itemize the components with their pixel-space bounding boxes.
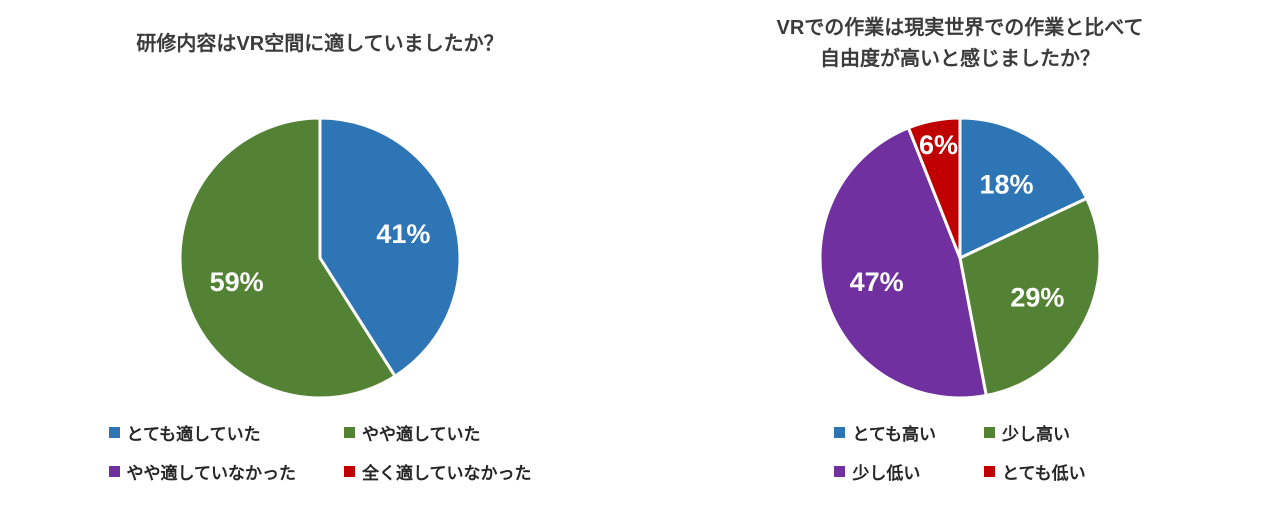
pie-slice-2 [818, 126, 988, 400]
legend: とても高い 少し高い少し低い とても低い [834, 420, 1086, 484]
legend-swatch-icon [344, 466, 355, 477]
legend-swatch-icon [108, 427, 120, 438]
legend-item-1: 少し高い [984, 420, 1086, 445]
legend-label: やや適していた [362, 425, 481, 444]
pie-slice-3 [906, 116, 962, 260]
legend-item-3: とても低い [984, 459, 1086, 484]
legend-label: とても適していた [126, 425, 261, 444]
pie-chart: 41% 59% [178, 116, 462, 400]
pie-slice-1 [178, 116, 397, 400]
legend-item-0: とても適していた [108, 420, 297, 445]
legend-swatch-icon [984, 466, 995, 477]
legend-item-0: とても高い [834, 420, 936, 445]
legend-swatch-icon [834, 466, 846, 477]
pie-slice-0 [958, 116, 1089, 260]
legend-label: とても低い [1002, 464, 1086, 483]
legend-swatch-icon [834, 427, 846, 438]
legend-swatch-icon [984, 427, 995, 438]
legend-swatch-icon [344, 427, 355, 438]
chart-title: 研修内容はVR空間に適していましたか？ [136, 32, 504, 55]
chart-vr-freedom: VRでの作業は現実世界での作業と比べて 自由度が高いと感じましたか？ 18% 29… [640, 0, 1280, 523]
legend: とても適していた やや適していたやや適していなかった 全く適していなかった [108, 420, 532, 484]
pie-data-label: 47% [850, 267, 904, 297]
pie-data-label: 29% [1010, 282, 1064, 312]
chart-title-area: VRでの作業は現実世界での作業と比べて 自由度が高いと感じましたか？ [640, 0, 1280, 88]
legend-label: 全く適していなかった [362, 464, 532, 483]
chart-title: VRでの作業は現実世界での作業と比べて 自由度が高いと感じましたか？ [776, 17, 1144, 70]
legend-item-1: やや適していた [344, 420, 532, 445]
legend-label: 少し低い [852, 464, 921, 483]
legend-label: とても高い [852, 425, 936, 444]
chart-title-area: 研修内容はVR空間に適していましたか？ [0, 0, 640, 88]
legend-label: やや適していなかった [126, 464, 297, 483]
legend-item-2: 少し低い [834, 459, 936, 484]
legend-swatch-icon [108, 466, 120, 477]
legend-item-2: やや適していなかった [108, 459, 297, 484]
pie-data-label: 59% [210, 267, 264, 297]
pie-data-label: 18% [979, 170, 1033, 200]
pie-slice-1 [958, 196, 1102, 398]
legend-item-3: 全く適していなかった [344, 459, 532, 484]
legend-label: 少し高い [1002, 425, 1070, 444]
pie-data-label: 41% [376, 219, 430, 249]
chart-training-suitability: 研修内容はVR空間に適していましたか？ 41% 59% とても適していた やや適して… [0, 0, 640, 484]
pie-data-label: 6% [919, 130, 958, 160]
pie-chart: 18% 29% 47% 6% [818, 116, 1102, 400]
